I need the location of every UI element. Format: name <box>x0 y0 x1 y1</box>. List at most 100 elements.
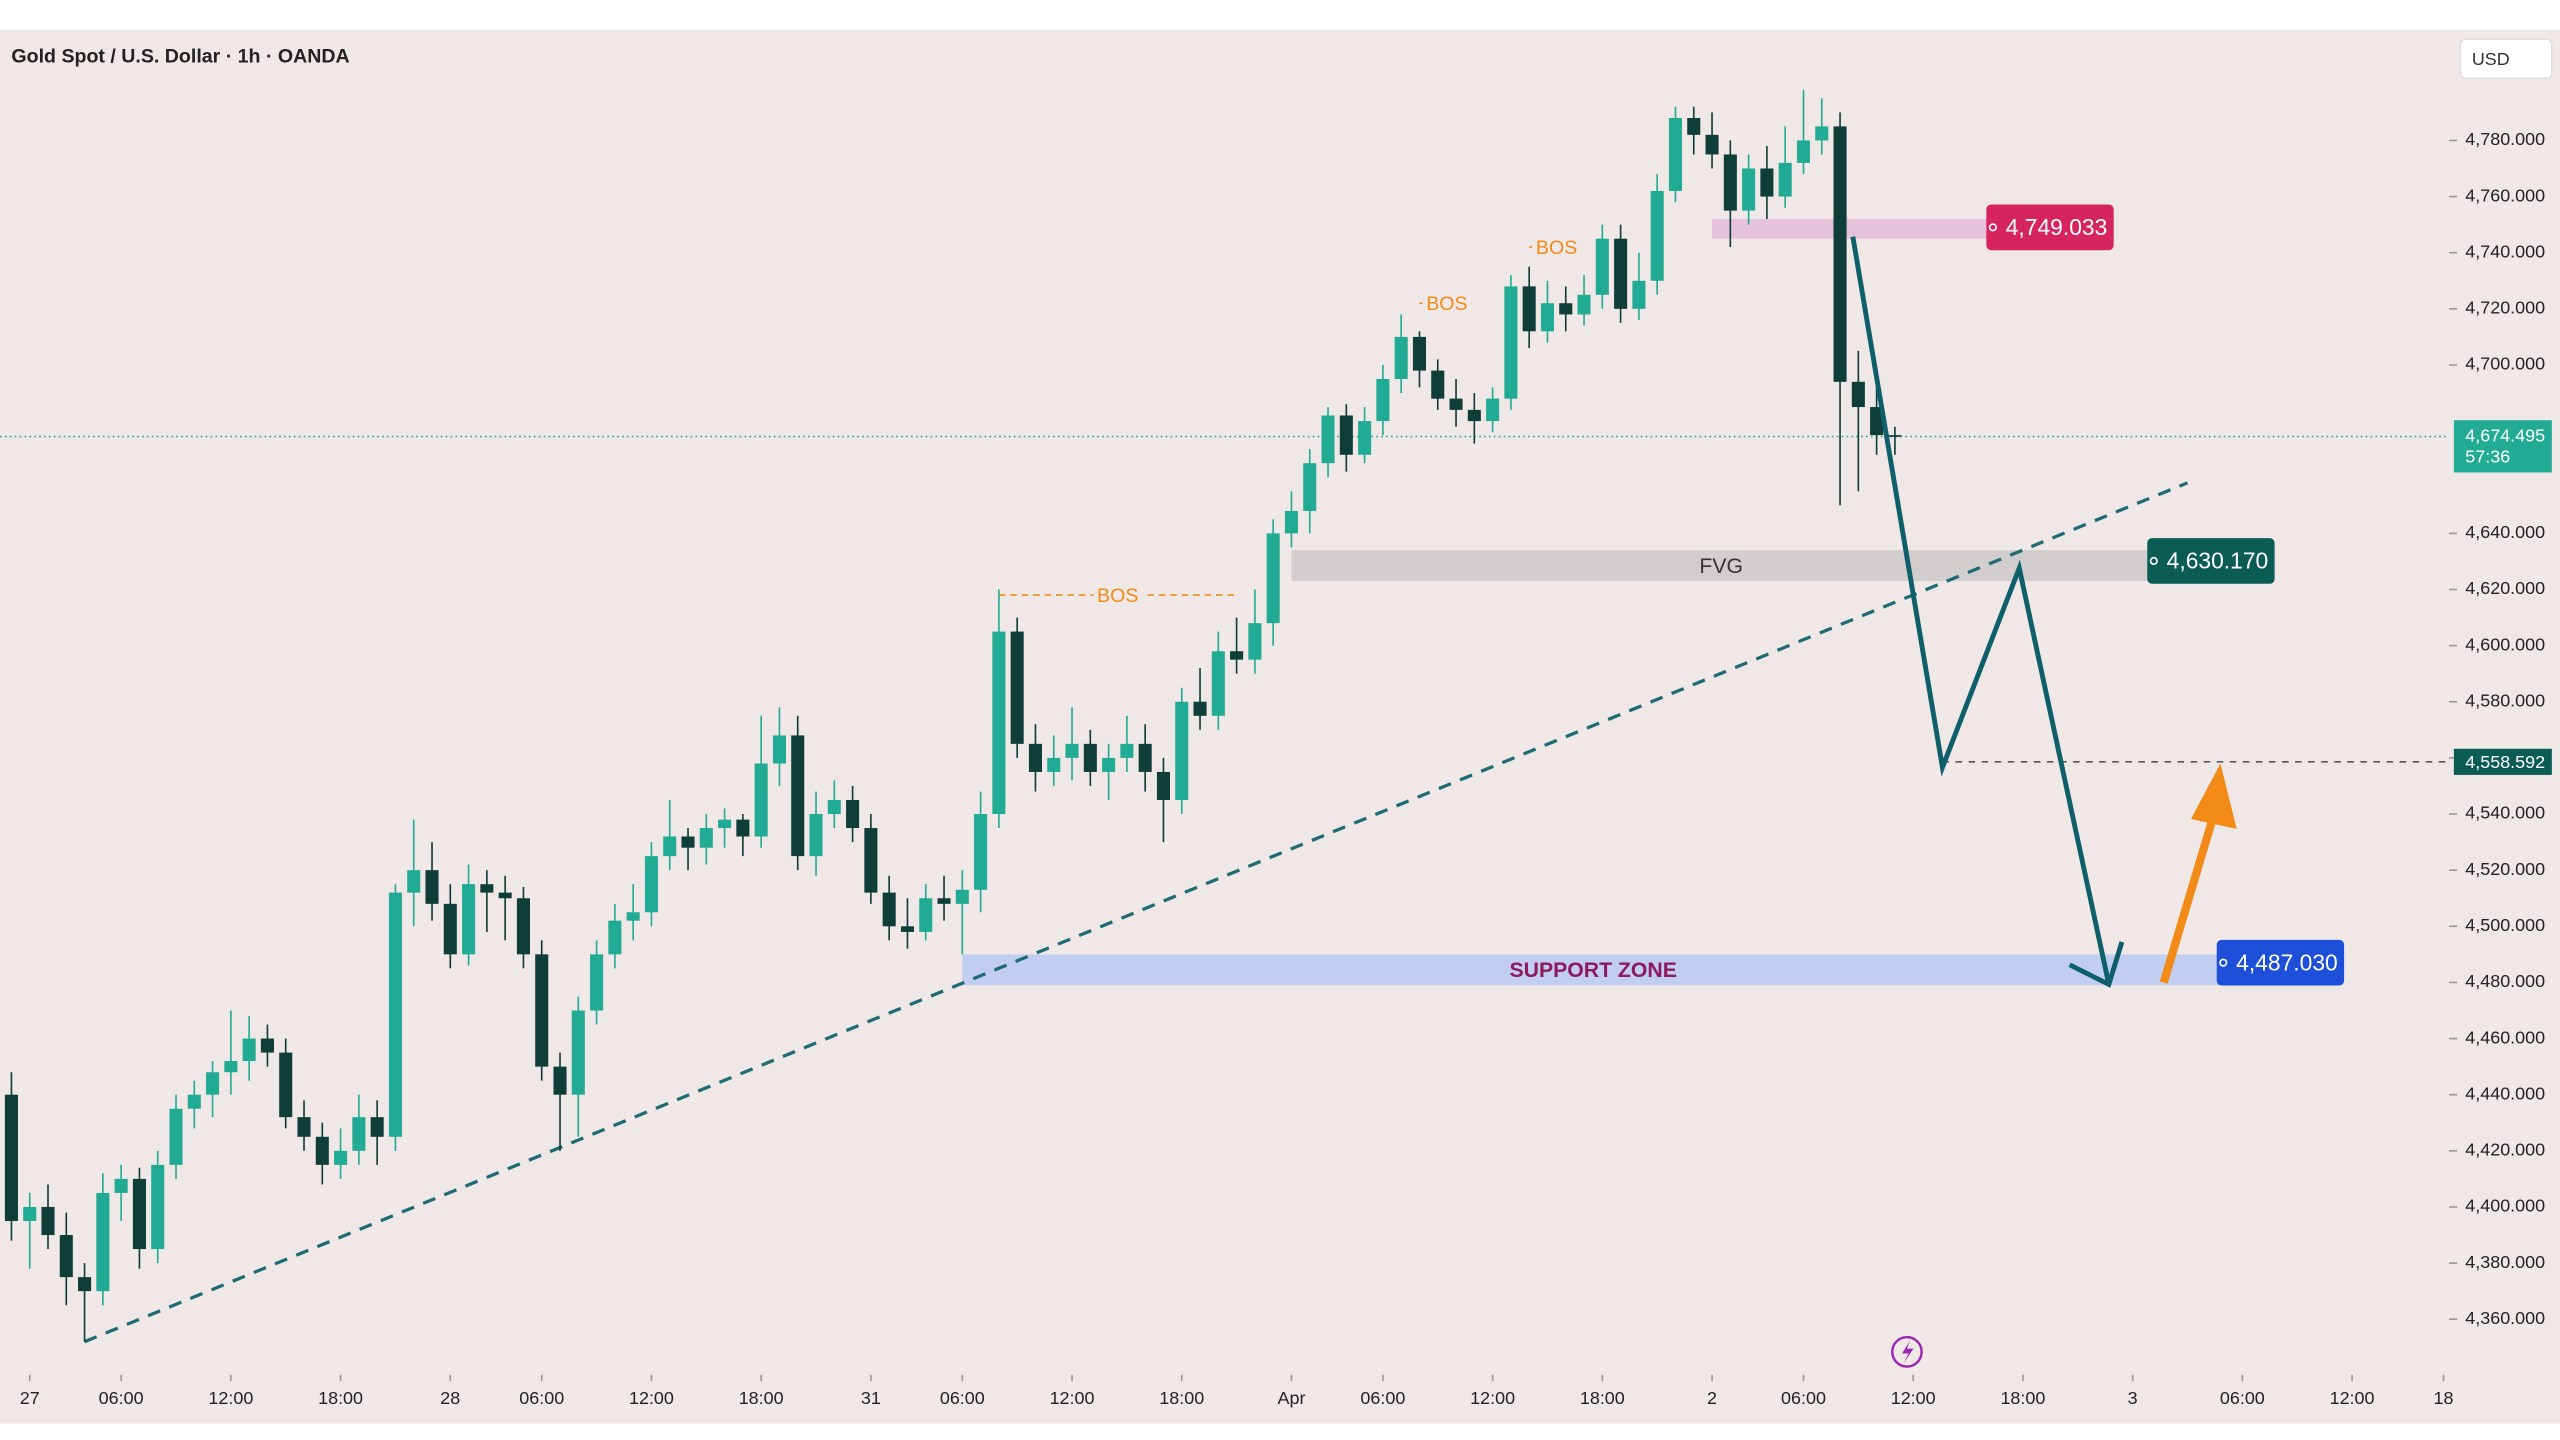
x-tick-label: 06:00 <box>2220 1388 2265 1408</box>
trendline <box>83 481 2189 1344</box>
countdown-label: 57:36 <box>2465 447 2510 467</box>
candle-body <box>1065 743 1079 758</box>
event-bolt <box>1902 1340 1914 1364</box>
candle-body <box>754 763 768 837</box>
candle-body <box>1339 415 1353 455</box>
y-tick-label: 4,540.000 <box>2465 803 2545 823</box>
x-tick-label: 18:00 <box>1580 1388 1625 1408</box>
y-tick-label: 4,520.000 <box>2465 859 2545 879</box>
x-tick-label: 12:00 <box>1891 1388 1936 1408</box>
bos-label-bg <box>1532 234 1582 261</box>
candle-body <box>425 870 439 904</box>
zone <box>1291 550 2151 582</box>
candle-body <box>1650 190 1664 281</box>
x-tick-label: 27 <box>20 1388 40 1408</box>
candle-body <box>1504 286 1518 399</box>
candle-body <box>1778 162 1792 197</box>
currency-button[interactable] <box>2459 38 2553 80</box>
candle-body <box>1266 533 1280 624</box>
x-tick-label: 18:00 <box>1159 1388 1204 1408</box>
candle-body <box>535 954 549 1067</box>
x-tick-label: Apr <box>1278 1388 1306 1408</box>
y-tick-label: 4,580.000 <box>2465 690 2545 710</box>
current-price-tag <box>2453 420 2552 473</box>
candle-body <box>1449 398 1463 410</box>
candle-body <box>132 1178 146 1250</box>
zone-label: SUPPORT ZONE <box>1509 959 1676 982</box>
x-tick-label: 12:00 <box>1050 1388 1095 1408</box>
candle-body <box>1010 631 1024 744</box>
candle-body <box>1248 623 1262 660</box>
x-tick-label: 18:00 <box>2000 1388 2045 1408</box>
candle-body <box>1321 415 1335 464</box>
candle-body <box>1303 463 1317 511</box>
candle-body <box>96 1192 110 1292</box>
x-tick-label: 18:00 <box>739 1388 784 1408</box>
candle-body <box>590 954 604 1011</box>
candle-body <box>297 1117 311 1137</box>
candle-body <box>1486 398 1500 422</box>
candle-body <box>718 819 732 829</box>
candle-body <box>242 1038 256 1062</box>
candle-body <box>1632 280 1646 309</box>
candle-body <box>23 1206 37 1221</box>
level-tag-label: 4,558.592 <box>2465 752 2545 772</box>
y-tick-label: 4,380.000 <box>2465 1252 2545 1272</box>
x-tick-label: 06:00 <box>940 1388 985 1408</box>
candle-body <box>1742 168 1756 211</box>
x-tick-label: 31 <box>861 1388 881 1408</box>
candle-body <box>1851 381 1865 408</box>
candle-body <box>681 836 695 848</box>
candle-body <box>1723 154 1737 211</box>
candle-body <box>846 799 860 829</box>
candle-body <box>791 735 805 857</box>
y-tick-label: 4,420.000 <box>2465 1140 2545 1160</box>
candle-body <box>644 856 658 913</box>
price-tag <box>2216 939 2345 986</box>
x-tick-label: 12:00 <box>2330 1388 2375 1408</box>
candle-body <box>900 926 914 932</box>
y-tick-label: 4,440.000 <box>2465 1083 2545 1103</box>
candle-body <box>1120 743 1134 758</box>
projection-arrowhead <box>2068 941 2125 988</box>
x-tick-label: 12:00 <box>629 1388 674 1408</box>
layer: 4,360.000 4,380.000 4,400.000 4,420.000 4,44… <box>0 89 2552 1408</box>
candle-body <box>1138 743 1152 772</box>
candle-body <box>1175 701 1189 800</box>
projection-path <box>1850 236 2112 985</box>
candle-body <box>736 819 750 837</box>
chart-title: Gold Spot / U.S. Dollar · 1h · OANDA <box>11 45 349 67</box>
candle-body <box>1888 435 1902 437</box>
candle-body <box>1028 743 1042 772</box>
y-tick-label: 4,460.000 <box>2465 1027 2545 1047</box>
candle-body <box>370 1117 384 1137</box>
candle-body <box>608 920 622 955</box>
candle-body <box>1394 336 1408 379</box>
price-tag-anchor <box>2149 556 2158 566</box>
candle-body <box>279 1052 293 1118</box>
candle-body <box>1193 701 1207 716</box>
candle-body <box>1668 117 1683 191</box>
x-tick-label: 06:00 <box>1360 1388 1405 1408</box>
candle-body <box>663 836 677 857</box>
currency-label[interactable]: USD <box>2472 49 2510 69</box>
candle-body <box>626 912 640 921</box>
x-tick-label: 06:00 <box>99 1388 144 1408</box>
candle-body <box>480 884 494 893</box>
level-tag <box>2453 748 2552 775</box>
candle-body <box>864 828 878 893</box>
event-icon[interactable] <box>1891 1335 1923 1368</box>
candle-body <box>1760 168 1774 197</box>
y-tick-label: 4,760.000 <box>2465 185 2545 205</box>
candle-body <box>882 892 896 927</box>
candle-body <box>114 1178 128 1193</box>
candle-body <box>1156 771 1170 800</box>
y-tick-label: 4,640.000 <box>2465 522 2545 542</box>
y-tick-label: 4,600.000 <box>2465 634 2545 654</box>
bos-label: BOS <box>1426 293 1467 315</box>
x-tick-label: 2 <box>1707 1388 1717 1408</box>
candle-body <box>1870 407 1884 436</box>
candle-body <box>1047 757 1061 772</box>
x-tick-label: 12:00 <box>208 1388 253 1408</box>
